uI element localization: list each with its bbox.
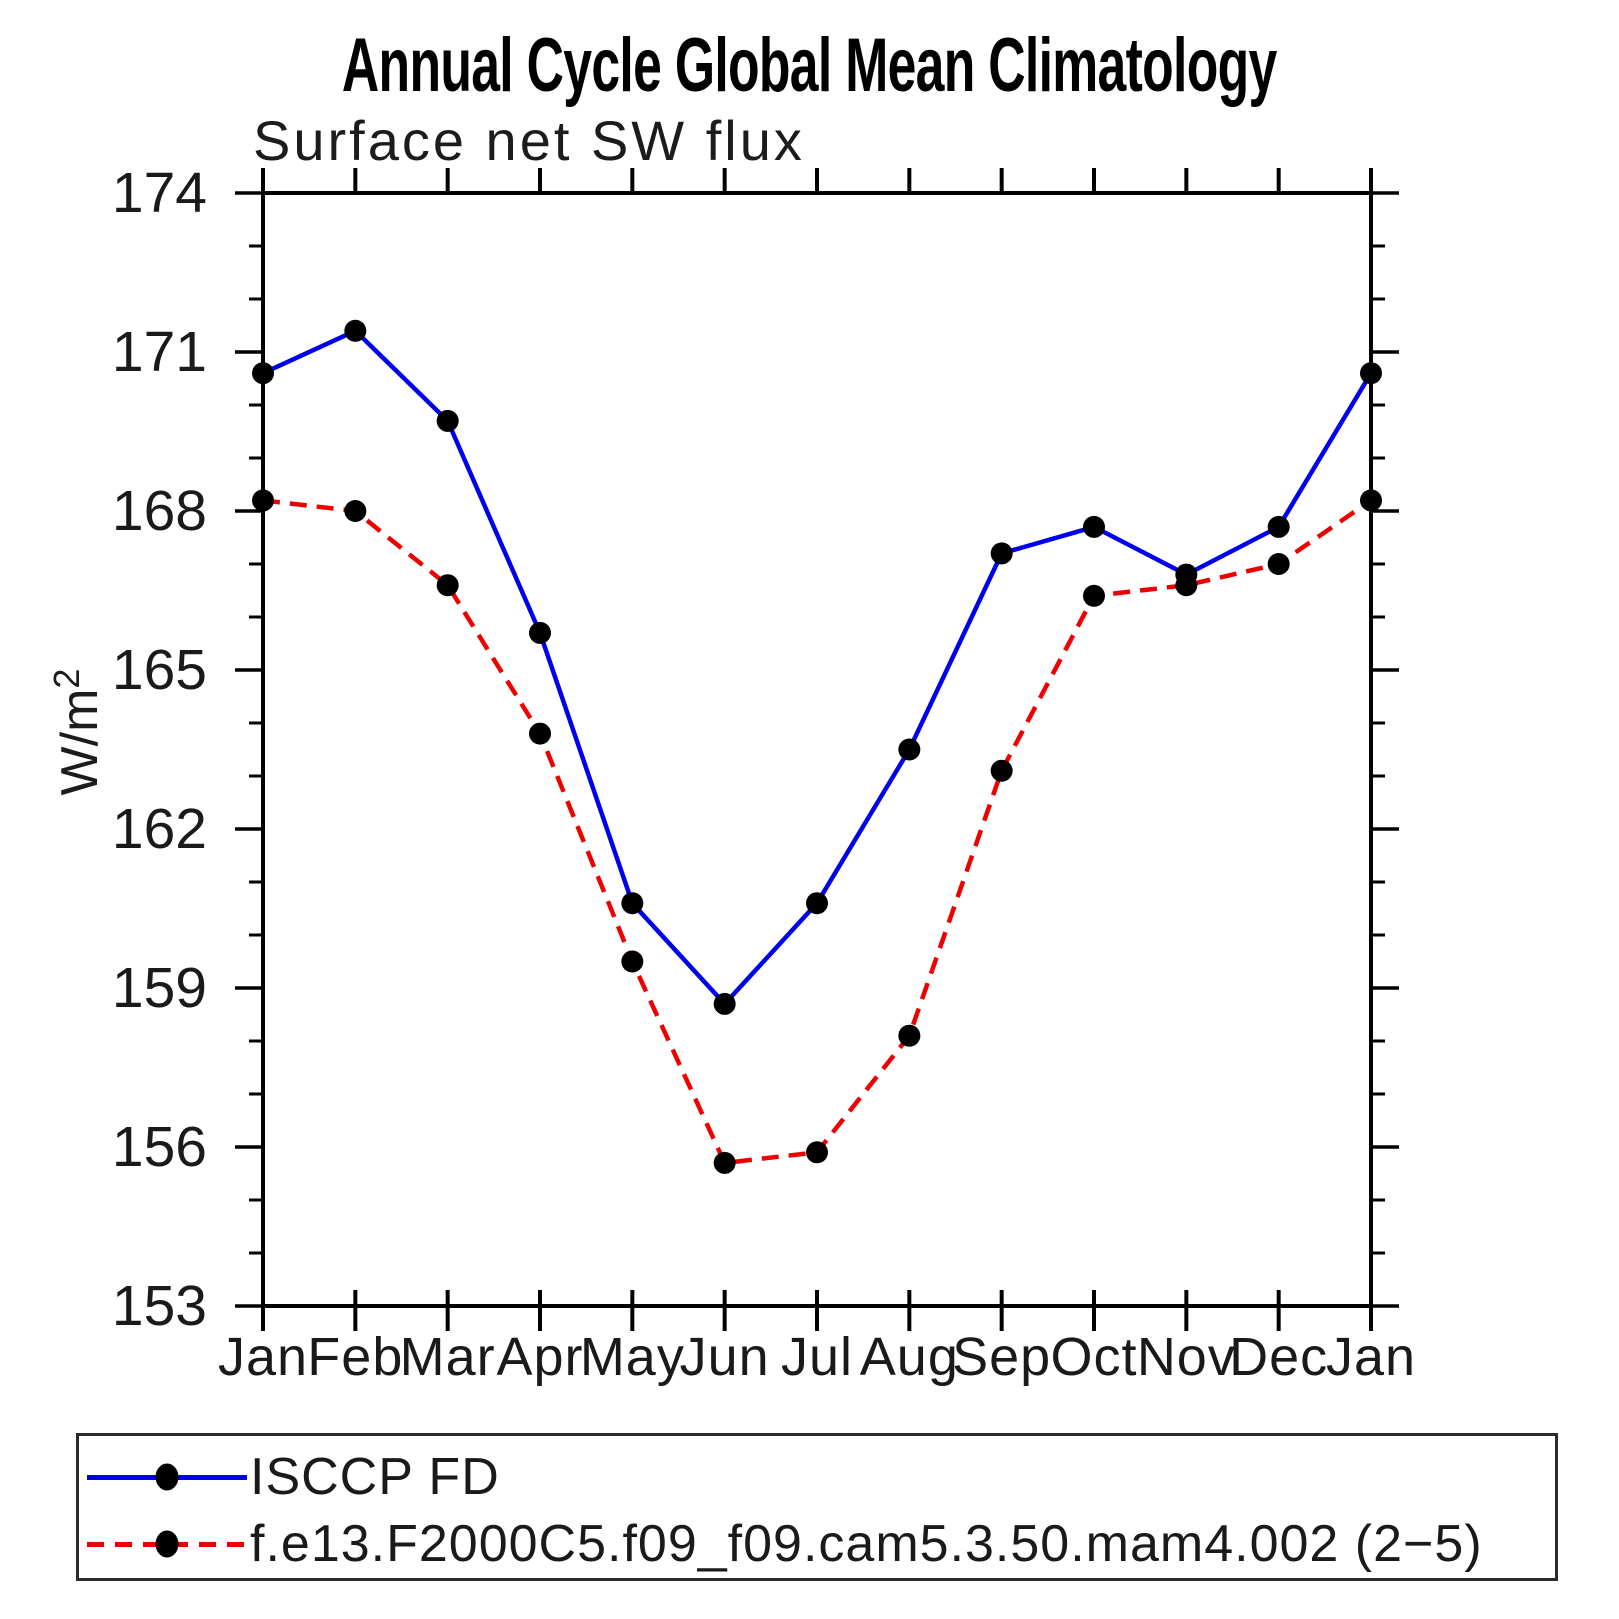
x-tick-label: Nov (1137, 1327, 1236, 1387)
title-row: Annual Cycle Global Mean Climatology (0, 22, 1619, 109)
data-point-series-0 (1083, 515, 1105, 538)
data-point-series-1 (898, 1024, 921, 1047)
legend-marker-dot (155, 1463, 179, 1491)
data-point-series-1 (344, 500, 367, 522)
data-point-series-1 (252, 489, 274, 512)
y-tick-label: 174 (112, 161, 207, 225)
legend-line-sample-dashed (87, 1530, 247, 1558)
data-point-series-0 (529, 621, 551, 644)
data-point-series-1 (621, 950, 644, 973)
data-point-series-0 (898, 738, 921, 761)
data-point-series-1 (529, 722, 551, 745)
y-tick-label: 168 (112, 479, 207, 543)
x-tick-label: Jan (218, 1327, 308, 1387)
y-tick-label: 171 (112, 320, 207, 384)
data-point-series-0 (252, 362, 274, 385)
legend-item-isccp-fd: ISCCP FD (87, 1448, 500, 1506)
data-point-series-0 (344, 319, 367, 342)
data-point-series-0 (990, 542, 1013, 565)
plot-frame (261, 191, 1373, 1308)
data-point-series-1 (806, 1141, 828, 1164)
data-point-series-0 (1360, 362, 1382, 385)
x-tick-label: Apr (496, 1327, 583, 1387)
y-tick-label: 153 (112, 1274, 207, 1338)
chart-subtitle: Surface net SW flux (253, 109, 805, 172)
x-tick-label: Feb (307, 1327, 403, 1387)
data-point-series-0 (1267, 515, 1290, 538)
legend-line-sample-solid (87, 1463, 247, 1491)
x-tick-label: Dec (1229, 1327, 1328, 1387)
data-point-series-0 (806, 892, 828, 915)
legend-marker-dot (155, 1530, 179, 1558)
data-point-series-1 (990, 759, 1013, 782)
legend-label: f.e13.F2000C5.f09_f09.cam5.3.50.mam4.002… (250, 1515, 1483, 1573)
x-tick-label: Sep (952, 1327, 1051, 1387)
y-tick-label: 165 (112, 638, 207, 702)
legend-item-model-run: f.e13.F2000C5.f09_f09.cam5.3.50.mam4.002… (87, 1515, 1483, 1573)
data-point-series-1 (436, 574, 459, 597)
data-point-series-0 (436, 409, 459, 432)
page-title: Annual Cycle Global Mean Climatology (342, 23, 1277, 108)
data-point-series-0 (621, 892, 644, 915)
x-tick-label: Aug (860, 1327, 959, 1387)
legend-label: ISCCP FD (250, 1448, 500, 1506)
data-point-series-1 (713, 1151, 736, 1174)
x-tick-label: Jun (680, 1327, 770, 1387)
series-line-1 (262, 498, 1373, 1166)
x-tick-label: May (580, 1327, 685, 1387)
legend: ISCCP FD f.e13.F2000C5.f09_f09.cam5.3.50… (76, 1433, 1558, 1581)
data-point-series-1 (1083, 584, 1105, 607)
data-point-series-1 (1360, 489, 1382, 512)
y-tick-label: 156 (112, 1115, 207, 1179)
x-tick-label: Oct (1050, 1327, 1137, 1387)
x-tick-label: Jul (781, 1327, 853, 1387)
y-tick-label: 162 (112, 797, 207, 861)
data-point-series-1 (1267, 553, 1290, 575)
x-tick-label: Mar (400, 1327, 496, 1387)
data-point-series-0 (713, 992, 736, 1015)
x-tick-label: Jan (1326, 1327, 1416, 1387)
data-point-series-1 (1175, 574, 1198, 597)
y-tick-label: 159 (112, 956, 207, 1020)
